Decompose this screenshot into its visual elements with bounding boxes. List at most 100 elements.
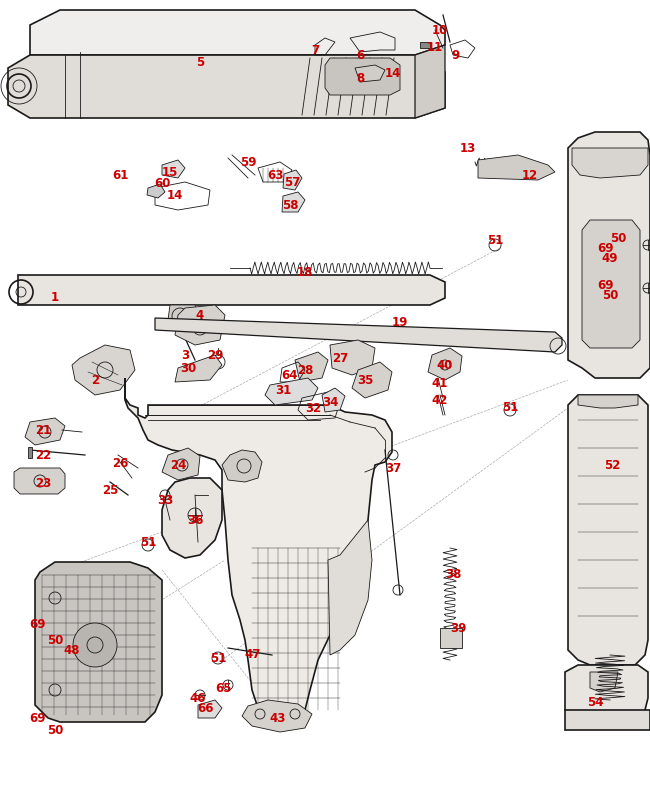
Text: 47: 47 — [245, 649, 261, 661]
Polygon shape — [565, 665, 648, 718]
Text: 11: 11 — [427, 40, 443, 54]
Text: 51: 51 — [140, 537, 156, 549]
Text: 65: 65 — [214, 682, 231, 694]
Text: 21: 21 — [35, 423, 51, 437]
Text: 50: 50 — [47, 723, 63, 737]
Text: 28: 28 — [297, 363, 313, 377]
Circle shape — [73, 623, 117, 667]
Text: 51: 51 — [210, 652, 226, 664]
Text: 48: 48 — [64, 644, 80, 656]
Polygon shape — [147, 184, 165, 198]
Text: 58: 58 — [281, 199, 298, 211]
Polygon shape — [415, 45, 445, 118]
Text: 69: 69 — [29, 712, 46, 724]
Text: 32: 32 — [305, 402, 321, 414]
Text: 12: 12 — [522, 169, 538, 181]
Text: 64: 64 — [281, 369, 298, 381]
Text: 6: 6 — [356, 49, 364, 61]
Text: 59: 59 — [240, 155, 256, 169]
Polygon shape — [282, 192, 305, 212]
Polygon shape — [568, 132, 650, 378]
Text: 38: 38 — [445, 568, 461, 582]
Text: 24: 24 — [170, 459, 186, 471]
Text: 25: 25 — [102, 484, 118, 496]
Polygon shape — [162, 160, 185, 178]
Text: 4: 4 — [196, 308, 204, 322]
Polygon shape — [72, 345, 135, 395]
Polygon shape — [18, 275, 445, 305]
Text: 36: 36 — [187, 514, 203, 526]
Text: 15: 15 — [162, 165, 178, 179]
Polygon shape — [440, 628, 462, 648]
Polygon shape — [198, 700, 222, 718]
Text: 37: 37 — [385, 462, 401, 474]
Text: 69: 69 — [597, 241, 613, 255]
Text: 2: 2 — [91, 374, 99, 386]
Text: 33: 33 — [157, 493, 173, 507]
Polygon shape — [162, 448, 200, 480]
Text: 8: 8 — [356, 72, 364, 84]
Text: 39: 39 — [450, 622, 466, 634]
Text: 18: 18 — [297, 266, 313, 278]
Polygon shape — [420, 42, 430, 48]
Polygon shape — [14, 468, 65, 494]
Text: 41: 41 — [432, 377, 448, 389]
Text: 69: 69 — [29, 619, 46, 631]
Polygon shape — [125, 378, 392, 722]
Text: 3: 3 — [181, 348, 189, 362]
Polygon shape — [35, 562, 162, 722]
Text: 29: 29 — [207, 348, 223, 362]
Polygon shape — [578, 395, 638, 408]
Polygon shape — [175, 305, 225, 345]
Text: 66: 66 — [197, 701, 213, 715]
Text: 31: 31 — [275, 384, 291, 396]
Text: 10: 10 — [432, 24, 448, 36]
Text: 9: 9 — [451, 49, 459, 61]
Polygon shape — [590, 672, 618, 692]
Text: 40: 40 — [437, 359, 453, 371]
Text: 27: 27 — [332, 351, 348, 365]
Polygon shape — [322, 388, 345, 412]
Text: 30: 30 — [180, 362, 196, 374]
Text: 5: 5 — [196, 55, 204, 69]
Text: 50: 50 — [47, 634, 63, 646]
Text: 43: 43 — [270, 712, 286, 724]
Polygon shape — [352, 362, 392, 398]
Polygon shape — [565, 710, 650, 730]
Polygon shape — [162, 478, 222, 558]
Text: 61: 61 — [112, 169, 128, 181]
Polygon shape — [28, 447, 32, 458]
Text: 34: 34 — [322, 396, 338, 408]
Text: 22: 22 — [35, 448, 51, 462]
Polygon shape — [25, 418, 65, 445]
Text: 13: 13 — [460, 142, 476, 154]
Text: 52: 52 — [604, 459, 620, 471]
Text: 49: 49 — [602, 251, 618, 265]
Text: 46: 46 — [190, 692, 206, 704]
Polygon shape — [330, 340, 375, 375]
Polygon shape — [325, 58, 400, 95]
Polygon shape — [355, 65, 385, 82]
Polygon shape — [283, 170, 302, 190]
Polygon shape — [242, 700, 312, 732]
Polygon shape — [582, 220, 640, 348]
Text: 57: 57 — [284, 176, 300, 188]
Polygon shape — [8, 55, 445, 118]
Text: 1: 1 — [51, 291, 59, 303]
Text: 42: 42 — [432, 393, 448, 407]
Text: 14: 14 — [167, 188, 183, 202]
Polygon shape — [478, 155, 555, 180]
Text: 7: 7 — [311, 43, 319, 57]
Polygon shape — [30, 10, 445, 55]
Polygon shape — [568, 395, 648, 665]
Polygon shape — [155, 318, 562, 352]
Text: 51: 51 — [487, 233, 503, 247]
Polygon shape — [328, 520, 372, 655]
Text: 26: 26 — [112, 456, 128, 470]
Text: 50: 50 — [610, 232, 626, 244]
Text: 63: 63 — [266, 169, 283, 181]
Polygon shape — [175, 355, 222, 382]
Text: 69: 69 — [597, 278, 613, 292]
Text: 19: 19 — [392, 315, 408, 329]
Text: 54: 54 — [587, 697, 603, 709]
